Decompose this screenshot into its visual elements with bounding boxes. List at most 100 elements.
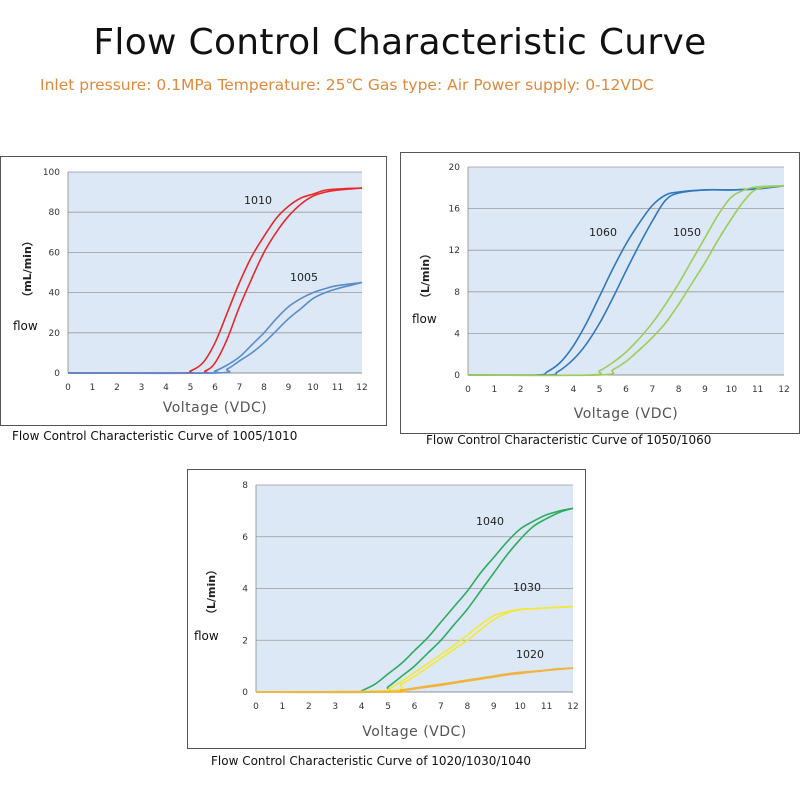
- y-tick-label: 100: [43, 168, 60, 178]
- x-tick-label: 10: [514, 702, 526, 712]
- series-line-1010: [67, 187, 363, 374]
- series-1040: [255, 507, 574, 694]
- x-tick-label: 4: [163, 383, 169, 393]
- series-line-1020: [255, 667, 574, 693]
- flow-label: flow: [13, 319, 38, 333]
- y-tick-label: 40: [49, 289, 61, 299]
- chart-caption-1050-1060: Flow Control Characteristic Curve of 105…: [426, 433, 712, 447]
- x-tick-label: 6: [412, 702, 418, 712]
- x-tick-label: 7: [649, 385, 655, 395]
- y-tick-label: 16: [449, 205, 461, 215]
- y-axis-label: （L/min）: [205, 564, 218, 620]
- series-annotation: 1020: [516, 648, 544, 661]
- y-axis-label: （L/min）: [419, 248, 432, 304]
- x-tick-label: 12: [778, 385, 789, 395]
- series-1020: [255, 667, 574, 693]
- y-tick-label: 6: [242, 533, 248, 543]
- series-annotation: 1030: [513, 581, 541, 594]
- series-1030: [255, 605, 574, 693]
- x-axis-label: Voltage (VDC): [574, 406, 679, 422]
- x-tick-label: 11: [752, 385, 763, 395]
- chart-panel-1050-1060: 0 4 8 12 16 20 0 1 2 3 4 5 6 7 8 9 10 11 12 Voltage (VDC) （L…: [400, 152, 800, 434]
- y-tick-label: 12: [449, 246, 460, 256]
- series-line-1050: [467, 184, 785, 377]
- x-tick-label: 9: [702, 385, 708, 395]
- series-line-1030: [255, 605, 574, 693]
- x-tick-label: 10: [307, 383, 319, 393]
- y-tick-label: 20: [49, 329, 61, 339]
- y-tick-label: 0: [54, 369, 60, 379]
- x-tick-label: 1: [280, 702, 286, 712]
- x-tick-label: 6: [623, 385, 629, 395]
- x-axis-label: Voltage (VDC): [163, 400, 268, 416]
- x-tick-label: 11: [541, 702, 552, 712]
- x-tick-label: 4: [359, 702, 365, 712]
- flow-label: flow: [194, 629, 219, 643]
- series-annotation: 1050: [673, 226, 701, 239]
- series-line-1010: [67, 187, 363, 374]
- x-axis-label: Voltage (VDC): [362, 724, 467, 740]
- y-tick-label: 8: [242, 481, 248, 491]
- x-tick-label: 1: [491, 385, 497, 395]
- chart-panel-1020-1030-1040: 0 2 4 6 8 0 1 2 3 4 5 6 7 8 9 10 11 12 Voltage (VDC) （L/min…: [187, 469, 586, 749]
- x-tick-label: 7: [237, 383, 243, 393]
- x-tick-label: 3: [139, 383, 145, 393]
- plot-area: [68, 172, 362, 373]
- x-tick-label: 3: [332, 702, 338, 712]
- x-tick-label: 7: [438, 702, 444, 712]
- x-tick-label: 12: [356, 383, 367, 393]
- x-tick-label: 4: [570, 385, 576, 395]
- series-annotation: 1040: [476, 515, 504, 528]
- x-tick-label: 0: [465, 385, 471, 395]
- y-tick-label: 0: [242, 688, 248, 698]
- series-1060: [467, 184, 785, 377]
- x-tick-label: 9: [491, 702, 497, 712]
- series-1050: [467, 184, 785, 377]
- page-title: Flow Control Characteristic Curve: [93, 22, 707, 63]
- series-line-1005: [67, 281, 363, 374]
- series-annotation: 1060: [589, 226, 617, 239]
- x-tick-label: 2: [114, 383, 120, 393]
- x-tick-label: 5: [597, 385, 603, 395]
- x-tick-label: 2: [518, 385, 524, 395]
- x-tick-label: 11: [332, 383, 343, 393]
- x-tick-label: 8: [261, 383, 267, 393]
- chart-panel-1005-1010: 0 20 40 60 80 100 0 1 2 3 4 5 6 7 8 9 10 11 12 Voltage (VDC…: [0, 156, 387, 426]
- y-tick-label: 60: [49, 248, 61, 258]
- y-tick-label: 4: [454, 329, 460, 339]
- x-tick-label: 1: [90, 383, 96, 393]
- chart-caption-1020-1030-1040: Flow Control Characteristic Curve of 102…: [211, 754, 531, 768]
- x-tick-label: 8: [676, 385, 682, 395]
- x-tick-label: 9: [286, 383, 292, 393]
- y-tick-label: 20: [449, 163, 461, 173]
- series-line-1060: [467, 184, 785, 377]
- y-tick-label: 0: [454, 371, 460, 381]
- flow-label: flow: [412, 312, 437, 326]
- series-line-1040: [255, 507, 574, 694]
- series-line-1005: [67, 281, 363, 375]
- chart-caption-1005-1010: Flow Control Characteristic Curve of 100…: [12, 429, 298, 443]
- x-tick-label: 10: [726, 385, 738, 395]
- x-tick-label: 3: [544, 385, 550, 395]
- y-tick-label: 2: [242, 636, 248, 646]
- y-tick-label: 4: [242, 585, 248, 595]
- y-tick-label: 80: [49, 208, 61, 218]
- series-annotation: 1005: [290, 271, 318, 284]
- x-tick-label: 6: [212, 383, 218, 393]
- x-tick-label: 8: [464, 702, 470, 712]
- series-1005: [67, 281, 363, 375]
- series-line-1050: [467, 184, 785, 377]
- x-tick-label: 5: [385, 702, 391, 712]
- y-tick-label: 8: [454, 288, 460, 298]
- series-line-1040: [255, 507, 574, 693]
- page-subtitle: Inlet pressure: 0.1MPa Temperature: 25℃ …: [40, 76, 654, 94]
- series-1010: [67, 187, 363, 374]
- series-annotation: 1010: [244, 194, 272, 207]
- x-tick-label: 0: [65, 383, 71, 393]
- x-tick-label: 0: [253, 702, 259, 712]
- y-axis-label: （mL/min）: [21, 235, 34, 303]
- x-tick-label: 5: [188, 383, 194, 393]
